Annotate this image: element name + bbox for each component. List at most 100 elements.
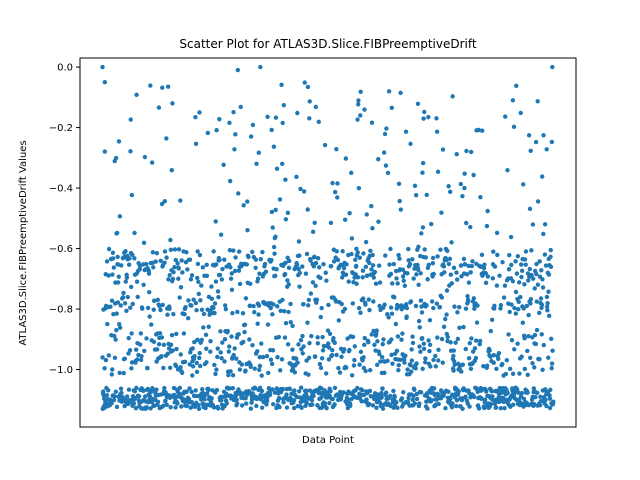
data-point [281, 400, 286, 405]
data-point [271, 144, 277, 149]
data-point [383, 163, 389, 168]
data-point [443, 405, 448, 411]
data-point [420, 366, 425, 371]
data-point [243, 296, 249, 301]
data-point [528, 301, 533, 306]
data-point [259, 373, 264, 378]
data-point [230, 373, 236, 378]
data-point [204, 360, 209, 365]
data-point [340, 249, 345, 254]
data-point [343, 272, 349, 277]
data-point [236, 249, 242, 254]
data-point [342, 347, 347, 352]
data-point [454, 398, 460, 403]
data-point [405, 399, 411, 405]
data-point [423, 356, 428, 361]
data-point [243, 368, 248, 373]
data-point [117, 214, 123, 219]
data-point [502, 283, 508, 288]
data-point [541, 231, 546, 237]
data-point [259, 388, 265, 394]
data-point [368, 248, 373, 254]
data-point [501, 295, 507, 300]
data-point [132, 256, 137, 261]
data-point [125, 294, 130, 300]
data-point [189, 389, 194, 395]
data-point [380, 386, 385, 391]
data-point [221, 162, 226, 168]
data-point [231, 352, 236, 358]
data-point [164, 136, 169, 141]
data-point [448, 189, 453, 194]
data-point [135, 294, 140, 300]
data-point [209, 296, 215, 301]
data-point [214, 367, 219, 372]
data-point [163, 398, 168, 403]
data-point [463, 394, 468, 399]
data-point [324, 371, 329, 376]
data-point [415, 267, 421, 273]
data-point [235, 309, 240, 315]
data-point [515, 254, 521, 259]
data-point [431, 386, 437, 391]
data-point [110, 272, 115, 277]
data-point [278, 308, 283, 314]
data-point [305, 320, 310, 325]
data-point [165, 312, 170, 317]
data-point [110, 256, 116, 261]
data-point [178, 352, 183, 357]
data-point [426, 262, 431, 267]
data-point [105, 321, 110, 327]
data-point [500, 361, 505, 367]
data-point [212, 301, 218, 306]
data-point [285, 210, 291, 216]
data-point [402, 360, 407, 365]
data-point [246, 254, 251, 260]
data-point [306, 355, 312, 361]
data-point [229, 271, 234, 276]
data-point [441, 264, 447, 269]
data-point [444, 312, 449, 317]
data-point [332, 402, 337, 407]
data-point [115, 300, 121, 305]
data-point [280, 297, 285, 303]
data-point [142, 394, 148, 399]
data-point [186, 316, 191, 321]
data-point [103, 357, 109, 363]
data-point [151, 307, 156, 312]
data-point [467, 404, 472, 409]
data-point [355, 250, 360, 255]
data-point [126, 335, 131, 341]
data-point [519, 262, 524, 267]
data-point [342, 217, 348, 222]
data-point [535, 390, 540, 395]
data-point [331, 259, 337, 264]
data-point [175, 261, 180, 266]
data-point [155, 297, 160, 303]
data-point [248, 364, 253, 369]
data-point [471, 296, 477, 301]
data-point [530, 361, 535, 366]
data-point [196, 403, 201, 408]
data-point [323, 270, 328, 275]
data-point [307, 99, 312, 104]
data-point [482, 262, 487, 267]
data-point [457, 325, 462, 330]
data-point [455, 310, 460, 315]
data-point [304, 251, 310, 257]
data-point [362, 107, 367, 112]
data-point [380, 342, 385, 347]
data-point [360, 275, 365, 280]
data-point [164, 402, 169, 407]
data-point [424, 192, 429, 198]
data-point [288, 320, 293, 325]
data-point [171, 311, 176, 317]
data-point [260, 249, 265, 255]
data-point [142, 154, 148, 160]
data-point [232, 346, 237, 351]
data-point [420, 336, 425, 341]
data-point [406, 246, 411, 252]
data-point [491, 249, 496, 254]
data-point [454, 403, 459, 409]
data-point [367, 388, 373, 394]
